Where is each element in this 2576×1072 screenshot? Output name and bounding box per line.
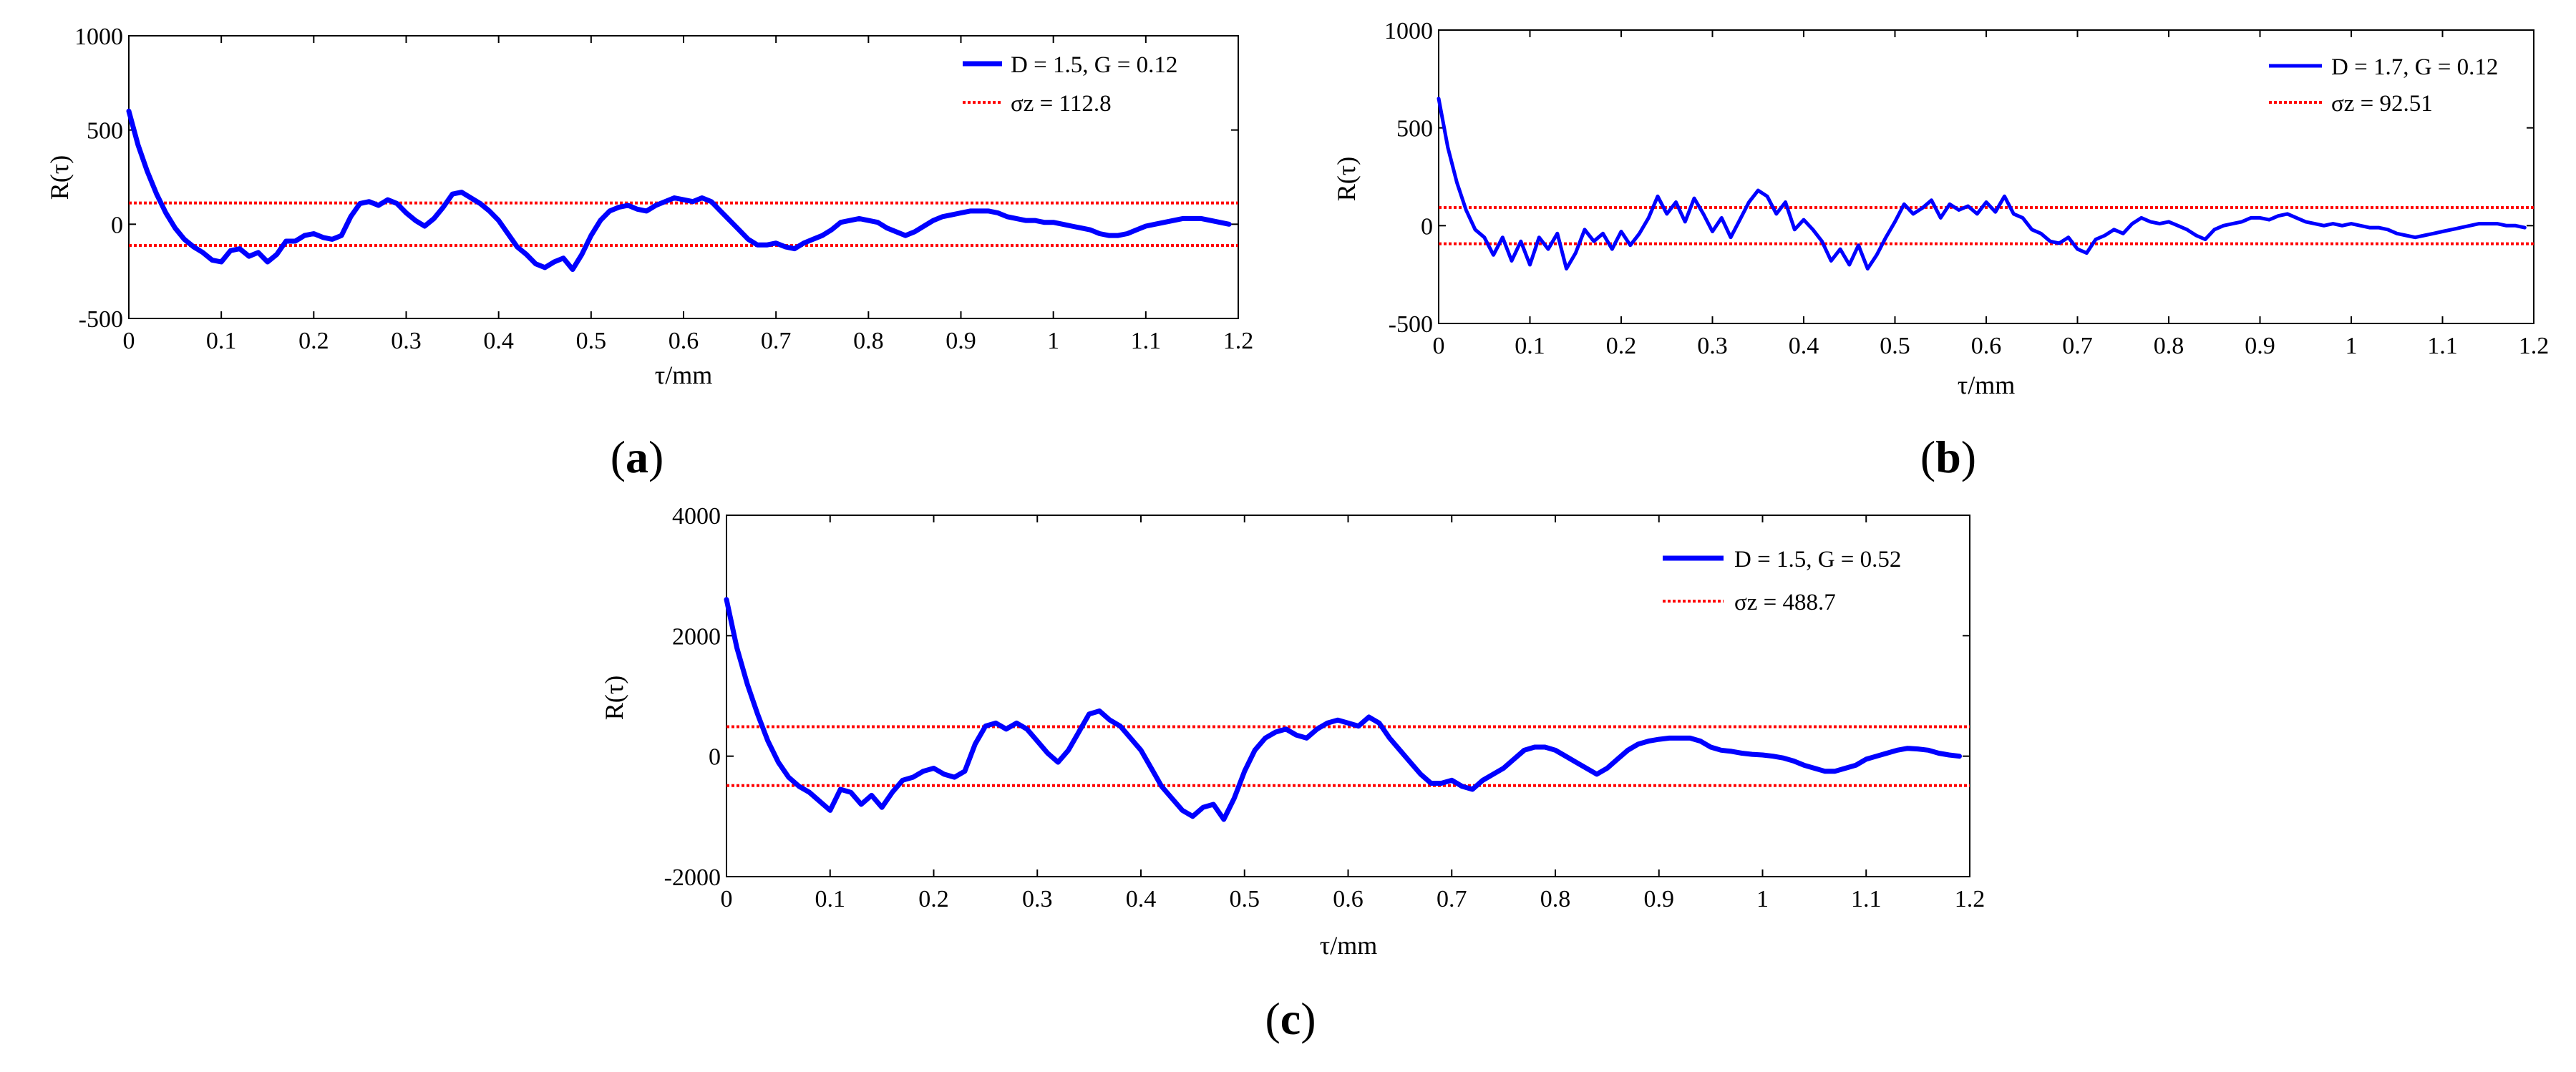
x-tick-label-a: 0.3 xyxy=(391,328,422,354)
x-axis-label-c: τ/mm xyxy=(1320,931,1377,960)
y-tick-label-a: 500 xyxy=(87,118,123,145)
panel-label-a-close: ) xyxy=(648,432,664,482)
x-tick-label-c: 0.2 xyxy=(918,886,949,912)
series-line-a xyxy=(126,108,1232,272)
x-tick-label-a: 0 xyxy=(123,328,135,354)
y-tick-label-c: -2000 xyxy=(664,864,721,891)
x-tick-label-b: 0.7 xyxy=(2062,333,2093,359)
legend-c-entry-1: D = 1.5, G = 0.52 xyxy=(1734,547,1901,572)
x-tick-label-c: 0.9 xyxy=(1644,886,1675,912)
y-tick-label-b: 1000 xyxy=(1384,18,1433,44)
x-tick-label-a: 0.1 xyxy=(206,328,237,354)
panel-label-b-open: ( xyxy=(1920,432,1935,482)
y-axis-label-a: R(τ) xyxy=(45,155,74,200)
x-tick-label-b: 0.6 xyxy=(1971,333,2002,359)
x-tick-label-b: 0.9 xyxy=(2245,333,2275,359)
x-tick-label-a: 0.8 xyxy=(853,328,884,354)
x-tick-label-b: 0.3 xyxy=(1697,333,1728,359)
panel-label-b: (b) xyxy=(1920,432,1976,482)
x-tick-label-b: 0 xyxy=(1433,333,1445,359)
y-tick-label-b: 0 xyxy=(1421,213,1433,240)
y-tick-label-c: 2000 xyxy=(672,623,721,650)
x-tick-label-a: 1 xyxy=(1047,328,1059,354)
y-tick-label-c: 0 xyxy=(709,744,721,771)
y-tick-label-c: 4000 xyxy=(672,503,721,530)
legend-a: D = 1.5, G = 0.12 σz = 112.8 xyxy=(963,52,1177,117)
x-tick-label-a: 1.1 xyxy=(1131,328,1162,354)
panel-c: 0 0.1 0.2 0.3 0.4 0.5 0.6 0.7 0.8 0.9 1 1.1 1.2 -2000… xyxy=(600,503,1985,1044)
y-tick-label-b: -500 xyxy=(1389,311,1433,338)
panel-label-b-letter: b xyxy=(1935,432,1961,482)
x-tick-label-c: 1.2 xyxy=(1955,886,1986,912)
panel-label-c-letter: c xyxy=(1280,993,1301,1044)
ticks-b: 0 0.1 0.2 0.3 0.4 0.5 0.6 0.7 0.8 0.9 1 1.1 1.2-5000… xyxy=(1384,18,2549,359)
x-tick-label-b: 1 xyxy=(2346,333,2358,359)
x-tick-label-a: 0.9 xyxy=(946,328,976,354)
x-tick-label-c: 0.8 xyxy=(1540,886,1571,912)
panel-label-a: (a) xyxy=(611,432,664,482)
x-tick-label-b: 1.2 xyxy=(2519,333,2550,359)
x-tick-label-a: 0.7 xyxy=(761,328,792,354)
x-tick-label-c: 0.3 xyxy=(1022,886,1053,912)
x-tick-label-c: 0.7 xyxy=(1437,886,1467,912)
x-tick-label-b: 0.5 xyxy=(1880,333,1910,359)
x-tick-label-b: 0.2 xyxy=(1606,333,1637,359)
x-tick-label-a: 1.2 xyxy=(1223,328,1254,354)
panel-b: 0 0.1 0.2 0.3 0.4 0.5 0.6 0.7 0.8 0.9 1 1.1 1.2-5000… xyxy=(1332,18,2549,482)
x-tick-label-a: 0.2 xyxy=(298,328,329,354)
y-tick-label-a: 1000 xyxy=(74,24,123,50)
marks-a xyxy=(126,108,1238,272)
x-tick-label-b: 0.4 xyxy=(1789,333,1819,359)
marks-c xyxy=(724,597,1970,822)
x-tick-label-c: 0.5 xyxy=(1230,886,1260,912)
panel-label-c: (c) xyxy=(1265,993,1316,1044)
y-axis-label-b: R(τ) xyxy=(1332,157,1361,201)
legend-b-entry-2: σz = 92.51 xyxy=(2331,91,2433,117)
x-tick-label-a: 0.5 xyxy=(576,328,607,354)
plot-area-a xyxy=(128,35,1239,319)
panel-label-a-open: ( xyxy=(611,432,626,482)
x-tick-label-c: 1 xyxy=(1756,886,1769,912)
x-tick-label-c: 0 xyxy=(721,886,733,912)
legend-b: D = 1.7, G = 0.12 σz = 92.51 xyxy=(2269,54,2498,117)
marks-b xyxy=(1437,97,2534,271)
ticks-c: 0 0.1 0.2 0.3 0.4 0.5 0.6 0.7 0.8 0.9 1 1.1 1.2 -2000… xyxy=(664,503,1986,912)
ticks-a: 0 0.1 0.2 0.3 0.4 0.5 0.6 0.7 0.8 0.9 1 1.1 1.2-5000… xyxy=(74,24,1253,354)
legend-a-entry-1: D = 1.5, G = 0.12 xyxy=(1011,52,1177,78)
x-tick-label-a: 0.4 xyxy=(483,328,514,354)
x-axis-label-a: τ/mm xyxy=(655,361,712,389)
panel-label-b-close: ) xyxy=(1961,432,1976,482)
legend-a-entry-2: σz = 112.8 xyxy=(1011,91,1112,117)
x-tick-label-c: 0.6 xyxy=(1333,886,1364,912)
panel-label-c-open: ( xyxy=(1265,993,1280,1044)
panel-a: 0 0.1 0.2 0.3 0.4 0.5 0.6 0.7 0.8 0.9 1 1.1 1.2-5000… xyxy=(45,24,1253,482)
series-line-b xyxy=(1437,97,2527,271)
x-tick-label-a: 0.6 xyxy=(669,328,699,354)
x-tick-label-c: 0.1 xyxy=(815,886,846,912)
legend-b-entry-1: D = 1.7, G = 0.12 xyxy=(2331,54,2498,80)
x-tick-label-b: 0.8 xyxy=(2154,333,2184,359)
panel-label-c-close: ) xyxy=(1301,993,1316,1044)
x-tick-label-b: 1.1 xyxy=(2427,333,2458,359)
legend-c: D = 1.5, G = 0.52 σz = 488.7 xyxy=(1663,547,1901,615)
panel-label-a-letter: a xyxy=(626,432,648,482)
y-axis-label-c: R(τ) xyxy=(600,676,628,720)
y-tick-label-b: 500 xyxy=(1396,116,1433,142)
series-line-c xyxy=(724,597,1962,822)
legend-c-entry-2: σz = 488.7 xyxy=(1734,590,1836,615)
x-tick-label-c: 0.4 xyxy=(1126,886,1157,912)
y-tick-label-a: -500 xyxy=(79,306,123,333)
x-tick-label-c: 1.1 xyxy=(1851,886,1882,912)
y-tick-label-a: 0 xyxy=(111,212,123,238)
x-axis-label-b: τ/mm xyxy=(1958,371,2015,399)
x-tick-label-b: 0.1 xyxy=(1515,333,1545,359)
